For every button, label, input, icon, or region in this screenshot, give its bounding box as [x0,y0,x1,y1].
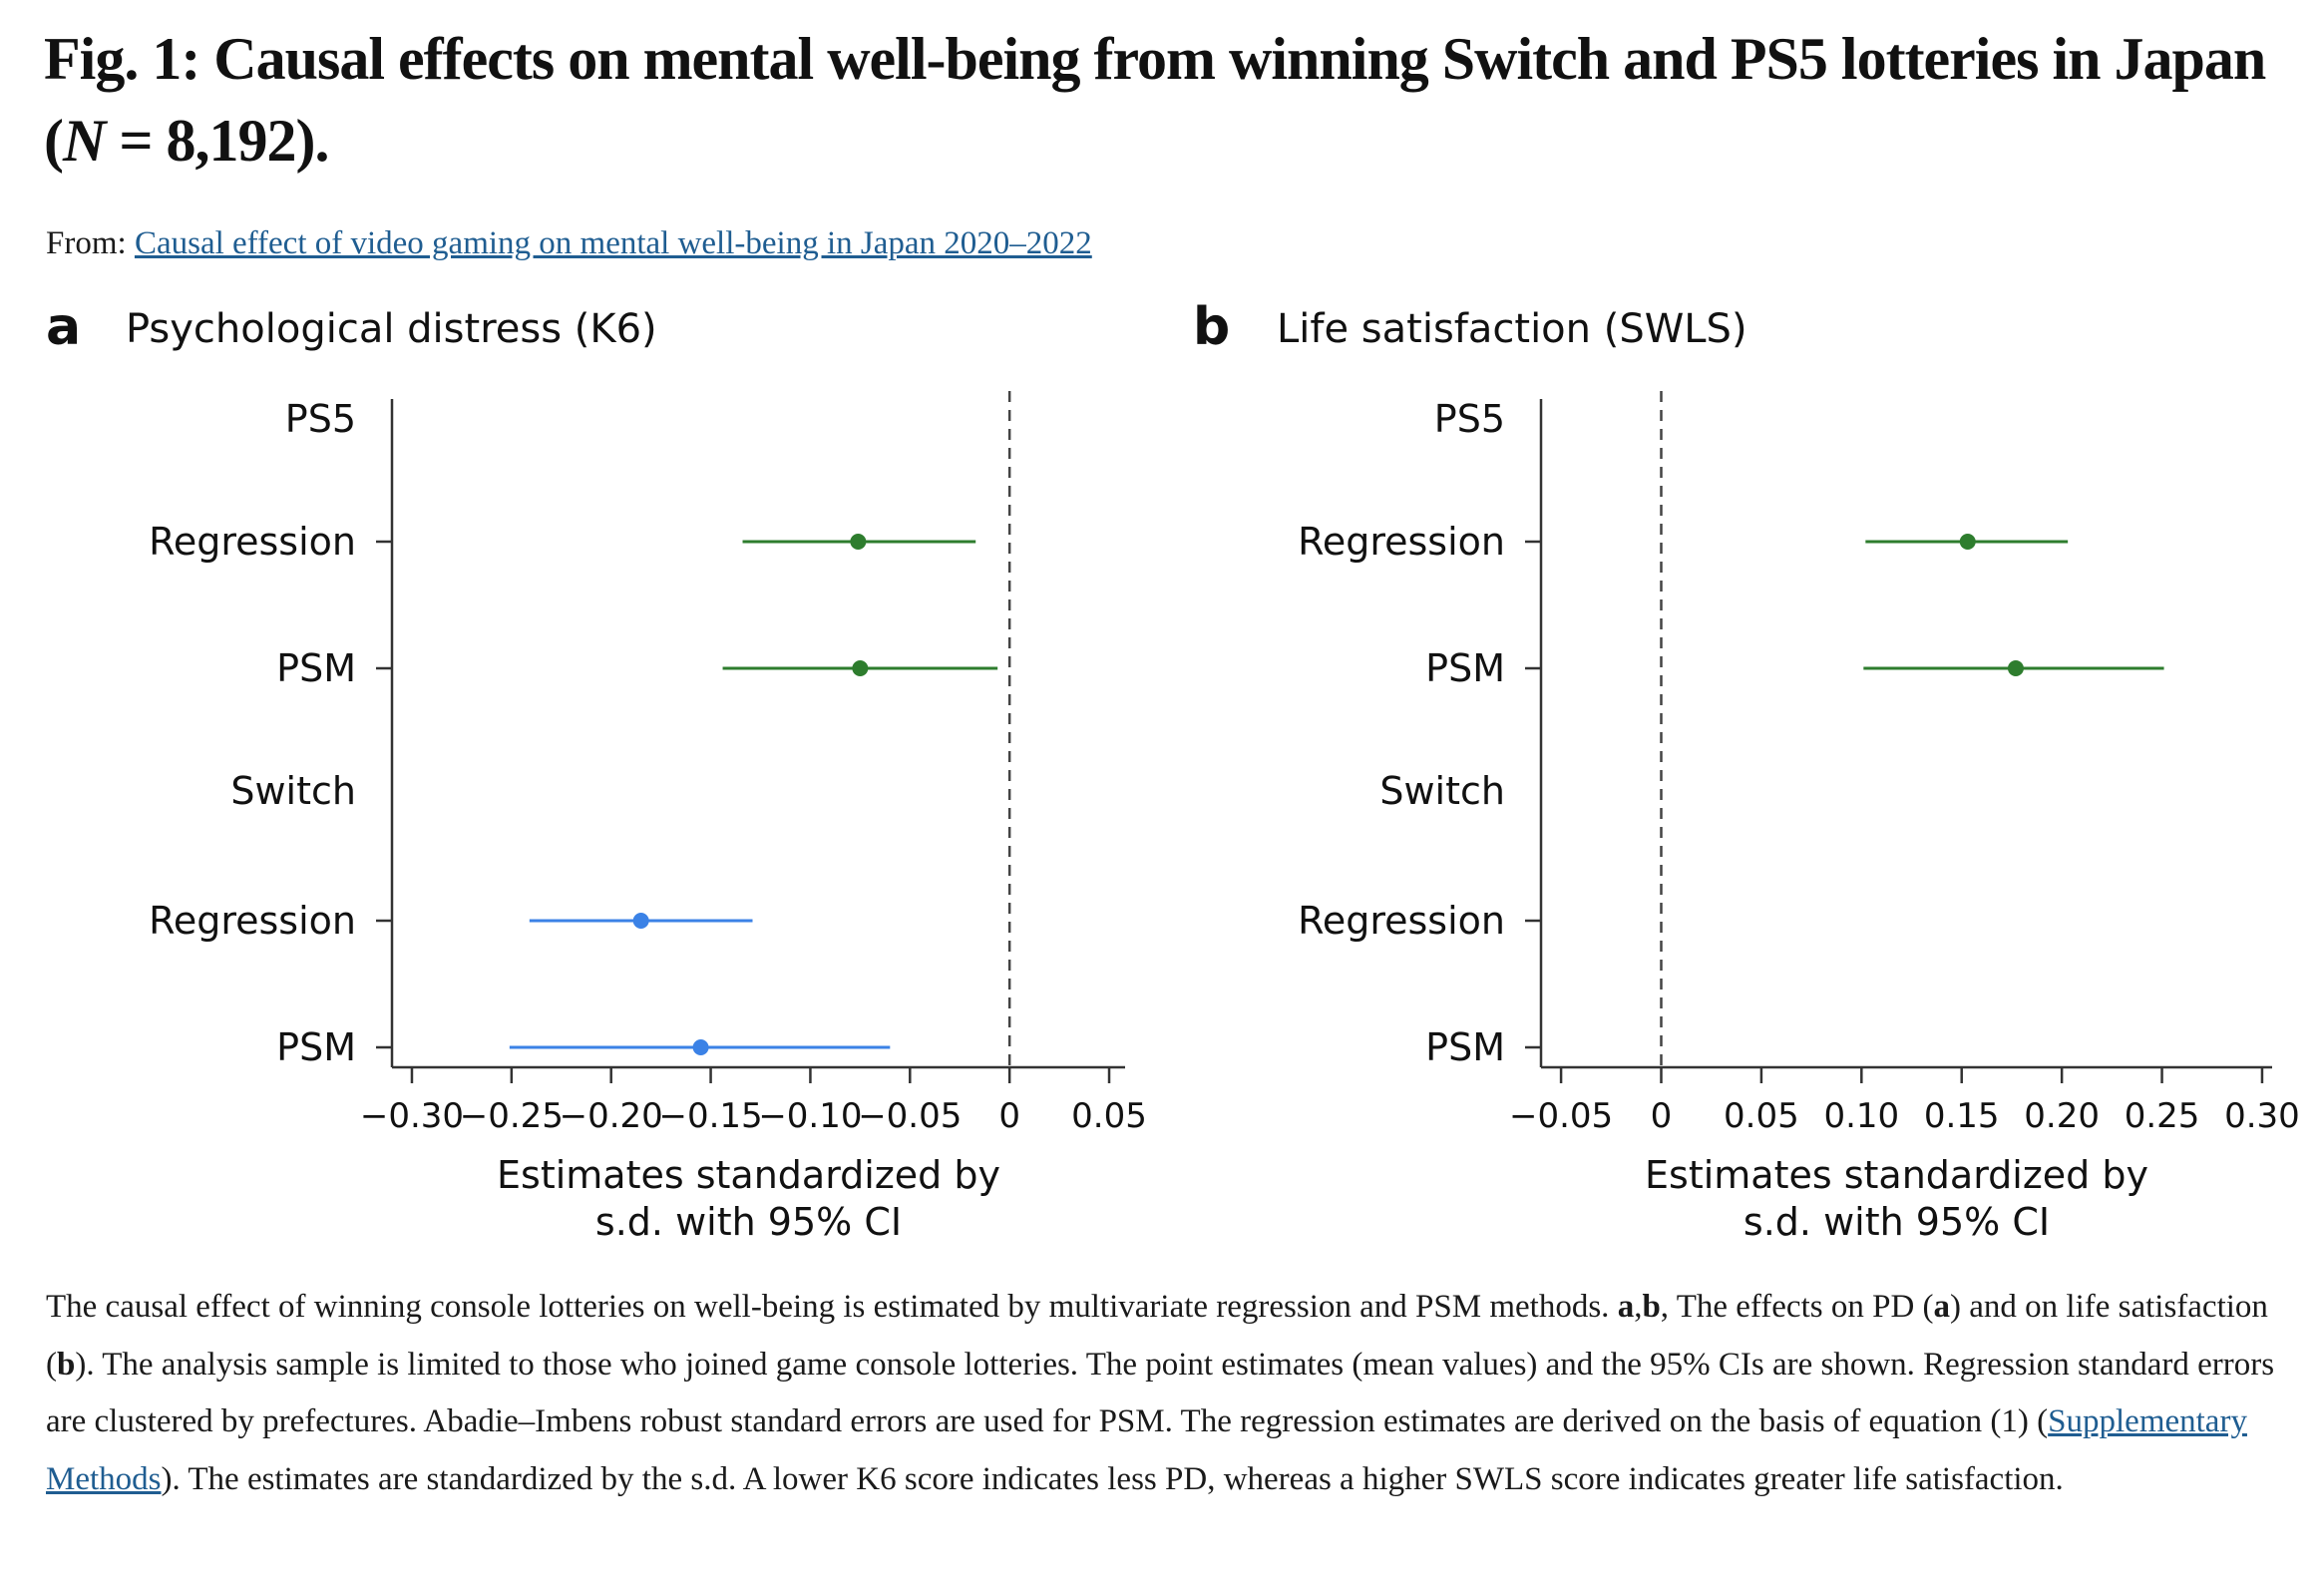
figure-title-end: = 8,192). [105,108,329,174]
caption-panel-ref: b [57,1346,76,1383]
caption-text: ). The estimates are standardized by the… [161,1460,2064,1497]
x-tick-label: 0.10 [1823,1096,1899,1136]
point-estimate [2007,660,2024,676]
from-label: From: [46,225,135,261]
row-label: PSM [1425,646,1505,690]
x-tick-label: −0.20 [560,1096,663,1136]
caption-panel-ref: b [1642,1289,1661,1325]
figure-title: Fig. 1: Causal effects on mental well-be… [44,18,2288,182]
x-tick-label: 0.05 [1724,1096,1799,1136]
figure-title-n: N [62,108,106,174]
x-tick-label: −0.10 [758,1096,862,1136]
group-label: PS5 [285,397,356,441]
row-label: PSM [276,1025,356,1069]
row-label: Regression [149,899,356,943]
panel-letter: a [46,297,81,357]
caption-text: ). The analysis sample is limited to tho… [46,1346,2275,1440]
row-label: Regression [1298,520,1505,564]
caption-panel-ref: a [1933,1289,1951,1325]
figure-caption: The causal effect of winning console lot… [46,1279,2290,1508]
row-label: PSM [276,646,356,690]
x-axis-label: s.d. with 95% CI [595,1200,902,1244]
group-label: Switch [230,769,356,813]
x-tick-label: 0.20 [2024,1096,2100,1136]
row-label: Regression [149,520,356,564]
x-axis-label: Estimates standardized by [1645,1153,2148,1197]
source-link[interactable]: Causal effect of video gaming on mental … [134,225,1092,261]
x-tick-label: 0.15 [1924,1096,2000,1136]
point-estimate [632,913,649,929]
forest-plots: a Psychological distress (K6) PS5 Regressio… [46,297,2300,1244]
group-label: PS5 [1434,397,1505,441]
group-label: Switch [1379,769,1505,813]
x-tick-label: −0.05 [1509,1096,1613,1136]
supplementary-methods-link[interactable]: Supplementary Methods [46,1403,2247,1497]
source-line: From: Causal effect of video gaming on m… [46,221,1092,265]
caption-text: , [1634,1289,1643,1325]
x-axis-label: s.d. with 95% CI [1743,1200,2050,1244]
panel-title: Life satisfaction (SWLS) [1277,306,1747,352]
row-label: Regression [1298,899,1505,943]
x-tick-label: −0.25 [460,1096,564,1136]
point-estimate [1959,534,1976,550]
panel-a: a Psychological distress (K6) PS5 Regressio… [46,297,1147,1244]
point-estimate [850,534,867,550]
x-tick-label: 0 [998,1096,1020,1136]
panel-title: Psychological distress (K6) [126,306,657,352]
x-tick-label: 0.05 [1071,1096,1147,1136]
x-tick-label: 0.25 [2125,1096,2200,1136]
x-tick-label: 0.30 [2224,1096,2300,1136]
x-tick-label: 0 [1651,1096,1673,1136]
caption-panel-ref: a [1617,1289,1635,1325]
caption-text: The causal effect of winning console lot… [46,1289,1618,1325]
point-estimate [692,1039,709,1055]
point-estimate [852,660,869,676]
figure-title-text: Fig. 1: Causal effects on mental well-be… [44,26,2266,174]
x-axis-label: Estimates standardized by [497,1153,1000,1197]
panel-letter: b [1193,297,1230,357]
x-tick-label: −0.05 [858,1096,962,1136]
row-label: PSM [1425,1025,1505,1069]
caption-text: , The effects on PD ( [1660,1289,1934,1325]
x-tick-label: −0.30 [360,1096,464,1136]
caption-text: ) and on life satisfaction ( [46,1289,2268,1383]
x-tick-label: −0.15 [658,1096,762,1136]
panel-b: b Life satisfaction (SWLS) PS5 Regression PS… [1193,297,2300,1244]
